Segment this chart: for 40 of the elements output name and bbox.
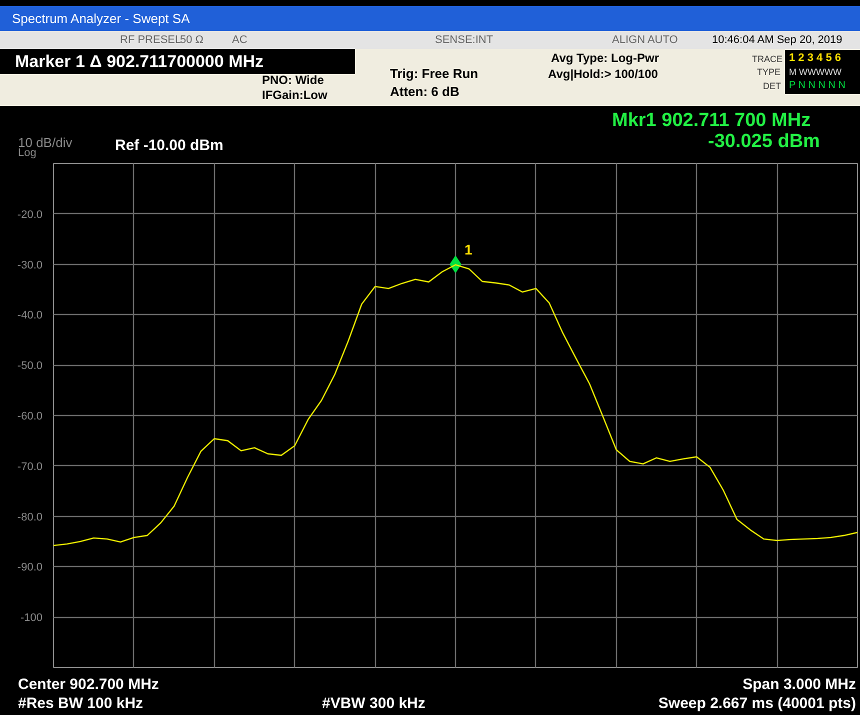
text: DET xyxy=(763,81,781,91)
text: -30.025 dBm xyxy=(708,131,820,152)
text: Span 3.000 MHz xyxy=(742,676,856,693)
y-tick-label: -20.0 xyxy=(17,208,43,221)
text: Atten: 6 dB xyxy=(390,84,460,99)
chart-title: Spectrum Analyzer - Swept SA xyxy=(12,11,190,26)
y-tick-label: -30.0 xyxy=(17,259,43,272)
y-tick-label: -50.0 xyxy=(17,360,43,372)
text: #VBW 300 kHz xyxy=(322,695,426,712)
y-tick-label: -100 xyxy=(20,612,43,624)
y-tick-label: -80.0 xyxy=(17,511,43,524)
text: Log xyxy=(18,147,36,159)
text: 1 2 3 4 5 6 xyxy=(789,52,841,64)
text: IFGain:Low xyxy=(262,88,328,102)
text: SENSE:INT xyxy=(435,34,494,46)
text: M WWWWW xyxy=(789,67,842,77)
y-tick-label: -90.0 xyxy=(17,562,43,574)
text: Mkr1 902.711 700 MHz xyxy=(612,110,811,131)
series-label: 1 xyxy=(464,241,472,258)
text: 50 Ω xyxy=(180,34,204,46)
text: ALIGN AUTO xyxy=(612,34,678,46)
y-tick-label: -70.0 xyxy=(17,460,43,473)
text: P N N N N N xyxy=(789,80,846,91)
text: #Res BW 100 kHz xyxy=(18,695,144,712)
text: Ref -10.00 dBm xyxy=(115,137,224,154)
text: Marker 1 Δ 902.711700000 MHz xyxy=(15,52,264,71)
y-tick-label: -40.0 xyxy=(17,310,43,322)
text: AC xyxy=(232,34,248,46)
text: RF PRESEL xyxy=(120,34,182,46)
y-tick-label: -60.0 xyxy=(17,410,43,422)
text: 10 dB/div xyxy=(18,135,72,150)
text: Sweep 2.667 ms (40001 pts) xyxy=(658,695,856,712)
text: 10:46:04 AM Sep 20, 2019 xyxy=(712,34,842,46)
text: Center 902.700 MHz xyxy=(18,676,159,693)
text: Trig: Free Run xyxy=(390,66,478,81)
text: PNO: Wide xyxy=(262,73,324,87)
text: TRACE xyxy=(752,54,783,64)
text: Avg Type: Log-Pwr xyxy=(551,51,659,65)
text: TYPE xyxy=(757,67,781,77)
text: Avg|Hold:> 100/100 xyxy=(548,67,658,81)
